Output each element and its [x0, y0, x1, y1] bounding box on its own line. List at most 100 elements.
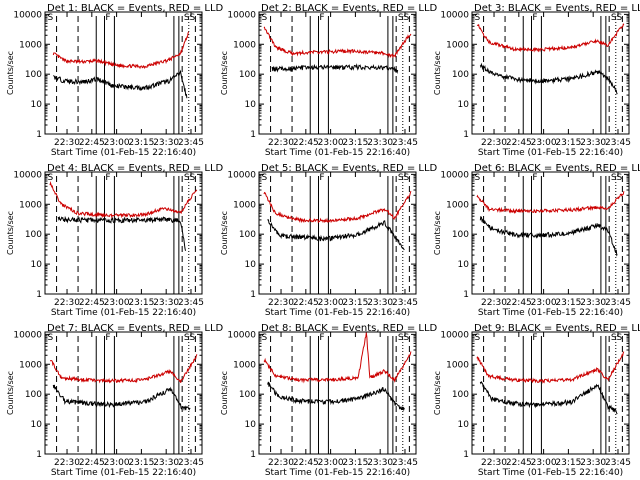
y-tick-label: 1000	[19, 40, 42, 50]
y-tick-label: 10000	[227, 330, 256, 340]
x-tick-label: 22:45	[506, 138, 532, 148]
y-tick-label: 1	[463, 450, 469, 460]
x-tick-label: 22:45	[506, 458, 532, 468]
y-tick-label: 10	[31, 100, 43, 110]
event-marker-label: SS	[611, 333, 623, 343]
y-tick-label: 100	[25, 230, 42, 240]
x-tick-label: 23:30	[580, 138, 606, 148]
y-tick-label: 1	[36, 450, 42, 460]
x-tick-label: 23:15	[342, 138, 368, 148]
events-series-line	[266, 381, 405, 412]
event-marker-label: F	[532, 173, 537, 183]
x-axis-label: Start Time (01-Feb-15 22:16:40)	[265, 148, 410, 158]
y-tick-label: 1	[250, 130, 256, 140]
x-tick-label: 23:00	[104, 458, 130, 468]
y-tick-label: 10	[31, 260, 43, 270]
x-tick-label: 23:00	[531, 138, 557, 148]
y-tick-label: 10	[245, 260, 257, 270]
x-tick-label: 23:00	[531, 298, 557, 308]
x-tick-label: 22:45	[79, 138, 105, 148]
x-tick-label: 23:45	[605, 138, 631, 148]
y-tick-label: 10000	[440, 10, 469, 20]
y-axis-label: Counts/sec	[6, 211, 15, 255]
y-tick-label: 10	[458, 100, 470, 110]
x-tick-label: 23:15	[555, 298, 581, 308]
event-marker-label: F	[319, 173, 324, 183]
y-axis-label: Counts/sec	[220, 211, 229, 255]
y-axis-label: Counts/sec	[6, 371, 15, 415]
y-tick-label: 100	[239, 70, 256, 80]
lld-series-line	[476, 351, 625, 384]
x-tick-label: 22:45	[506, 298, 532, 308]
y-axis-label: Counts/sec	[433, 371, 442, 415]
x-tick-label: 23:45	[605, 298, 631, 308]
panel-title: Det 9: BLACK = Events, RED = LLD	[474, 323, 640, 334]
x-tick-label: 23:45	[178, 138, 204, 148]
plot-frame	[471, 331, 630, 455]
y-tick-label: 10	[458, 420, 470, 430]
detector-panel-9: Det 9: BLACK = Events, RED = LLD 1 10 100 10…	[433, 323, 640, 478]
y-axis-label: Counts/sec	[220, 371, 229, 415]
y-tick-label: 1000	[446, 40, 469, 50]
lld-series-line	[52, 31, 190, 70]
x-tick-label: 23:30	[580, 458, 606, 468]
x-tick-label: 22:45	[79, 458, 105, 468]
x-axis-label: Start Time (01-Feb-15 22:16:40)	[265, 308, 410, 318]
x-tick-label: 22:30	[268, 458, 294, 468]
x-tick-label: 22:30	[481, 458, 507, 468]
y-tick-label: 100	[239, 230, 256, 240]
x-tick-label: 23:30	[367, 458, 393, 468]
x-tick-label: 23:00	[104, 138, 130, 148]
panel-title: Det 5: BLACK = Events, RED = LLD	[261, 163, 438, 174]
x-axis-label: Start Time (01-Feb-15 22:16:40)	[478, 148, 623, 158]
x-tick-label: 23:00	[318, 138, 344, 148]
panel-title: Det 8: BLACK = Events, RED = LLD	[261, 323, 438, 334]
event-marker-label: S	[474, 333, 480, 343]
plot-frame	[258, 331, 417, 455]
x-tick-label: 23:30	[367, 298, 393, 308]
y-tick-label: 10	[458, 260, 470, 270]
x-tick-label: 23:30	[367, 138, 393, 148]
y-tick-label: 1	[250, 450, 256, 460]
event-marker-label: F	[105, 173, 110, 183]
y-tick-label: 1000	[19, 360, 42, 370]
event-marker-label: S	[261, 333, 267, 343]
y-tick-label: 100	[25, 390, 42, 400]
events-series-line	[52, 69, 188, 99]
lld-series-line	[263, 26, 412, 59]
y-tick-label: 1000	[446, 200, 469, 210]
x-tick-label: 22:45	[79, 298, 105, 308]
x-axis-label: Start Time (01-Feb-15 22:16:40)	[265, 468, 410, 478]
event-marker-label: F	[532, 333, 537, 343]
x-tick-label: 22:30	[481, 138, 507, 148]
x-tick-label: 23:00	[104, 298, 130, 308]
x-tick-label: 23:15	[128, 298, 154, 308]
y-tick-label: 10000	[227, 170, 256, 180]
y-tick-label: 10	[31, 420, 43, 430]
panel-title: Det 2: BLACK = Events, RED = LLD	[261, 3, 438, 14]
x-axis-label: Start Time (01-Feb-15 22:16:40)	[51, 308, 196, 318]
events-series-line	[479, 215, 618, 257]
x-tick-label: 22:45	[293, 298, 319, 308]
y-tick-label: 10000	[13, 10, 42, 20]
x-tick-label: 23:30	[153, 458, 179, 468]
y-axis-label: Counts/sec	[6, 51, 15, 95]
plot-frame	[44, 11, 203, 135]
y-tick-label: 100	[452, 230, 469, 240]
x-tick-label: 23:15	[342, 298, 368, 308]
lld-series-line	[263, 332, 412, 384]
x-tick-label: 23:30	[153, 298, 179, 308]
lld-series-line	[263, 190, 412, 224]
event-marker-label: SS	[184, 13, 196, 23]
event-marker-label: S	[474, 173, 480, 183]
x-tick-label: 23:00	[531, 458, 557, 468]
y-tick-label: 1000	[233, 200, 256, 210]
x-tick-label: 22:30	[481, 298, 507, 308]
panel-title: Det 3: BLACK = Events, RED = LLD	[474, 3, 640, 14]
y-tick-label: 1	[250, 290, 256, 300]
events-series-line	[52, 384, 191, 411]
y-tick-label: 10	[245, 100, 257, 110]
events-series-line	[479, 62, 618, 95]
event-marker-label: SS	[611, 13, 623, 23]
x-axis-label: Start Time (01-Feb-15 22:16:40)	[51, 148, 196, 158]
